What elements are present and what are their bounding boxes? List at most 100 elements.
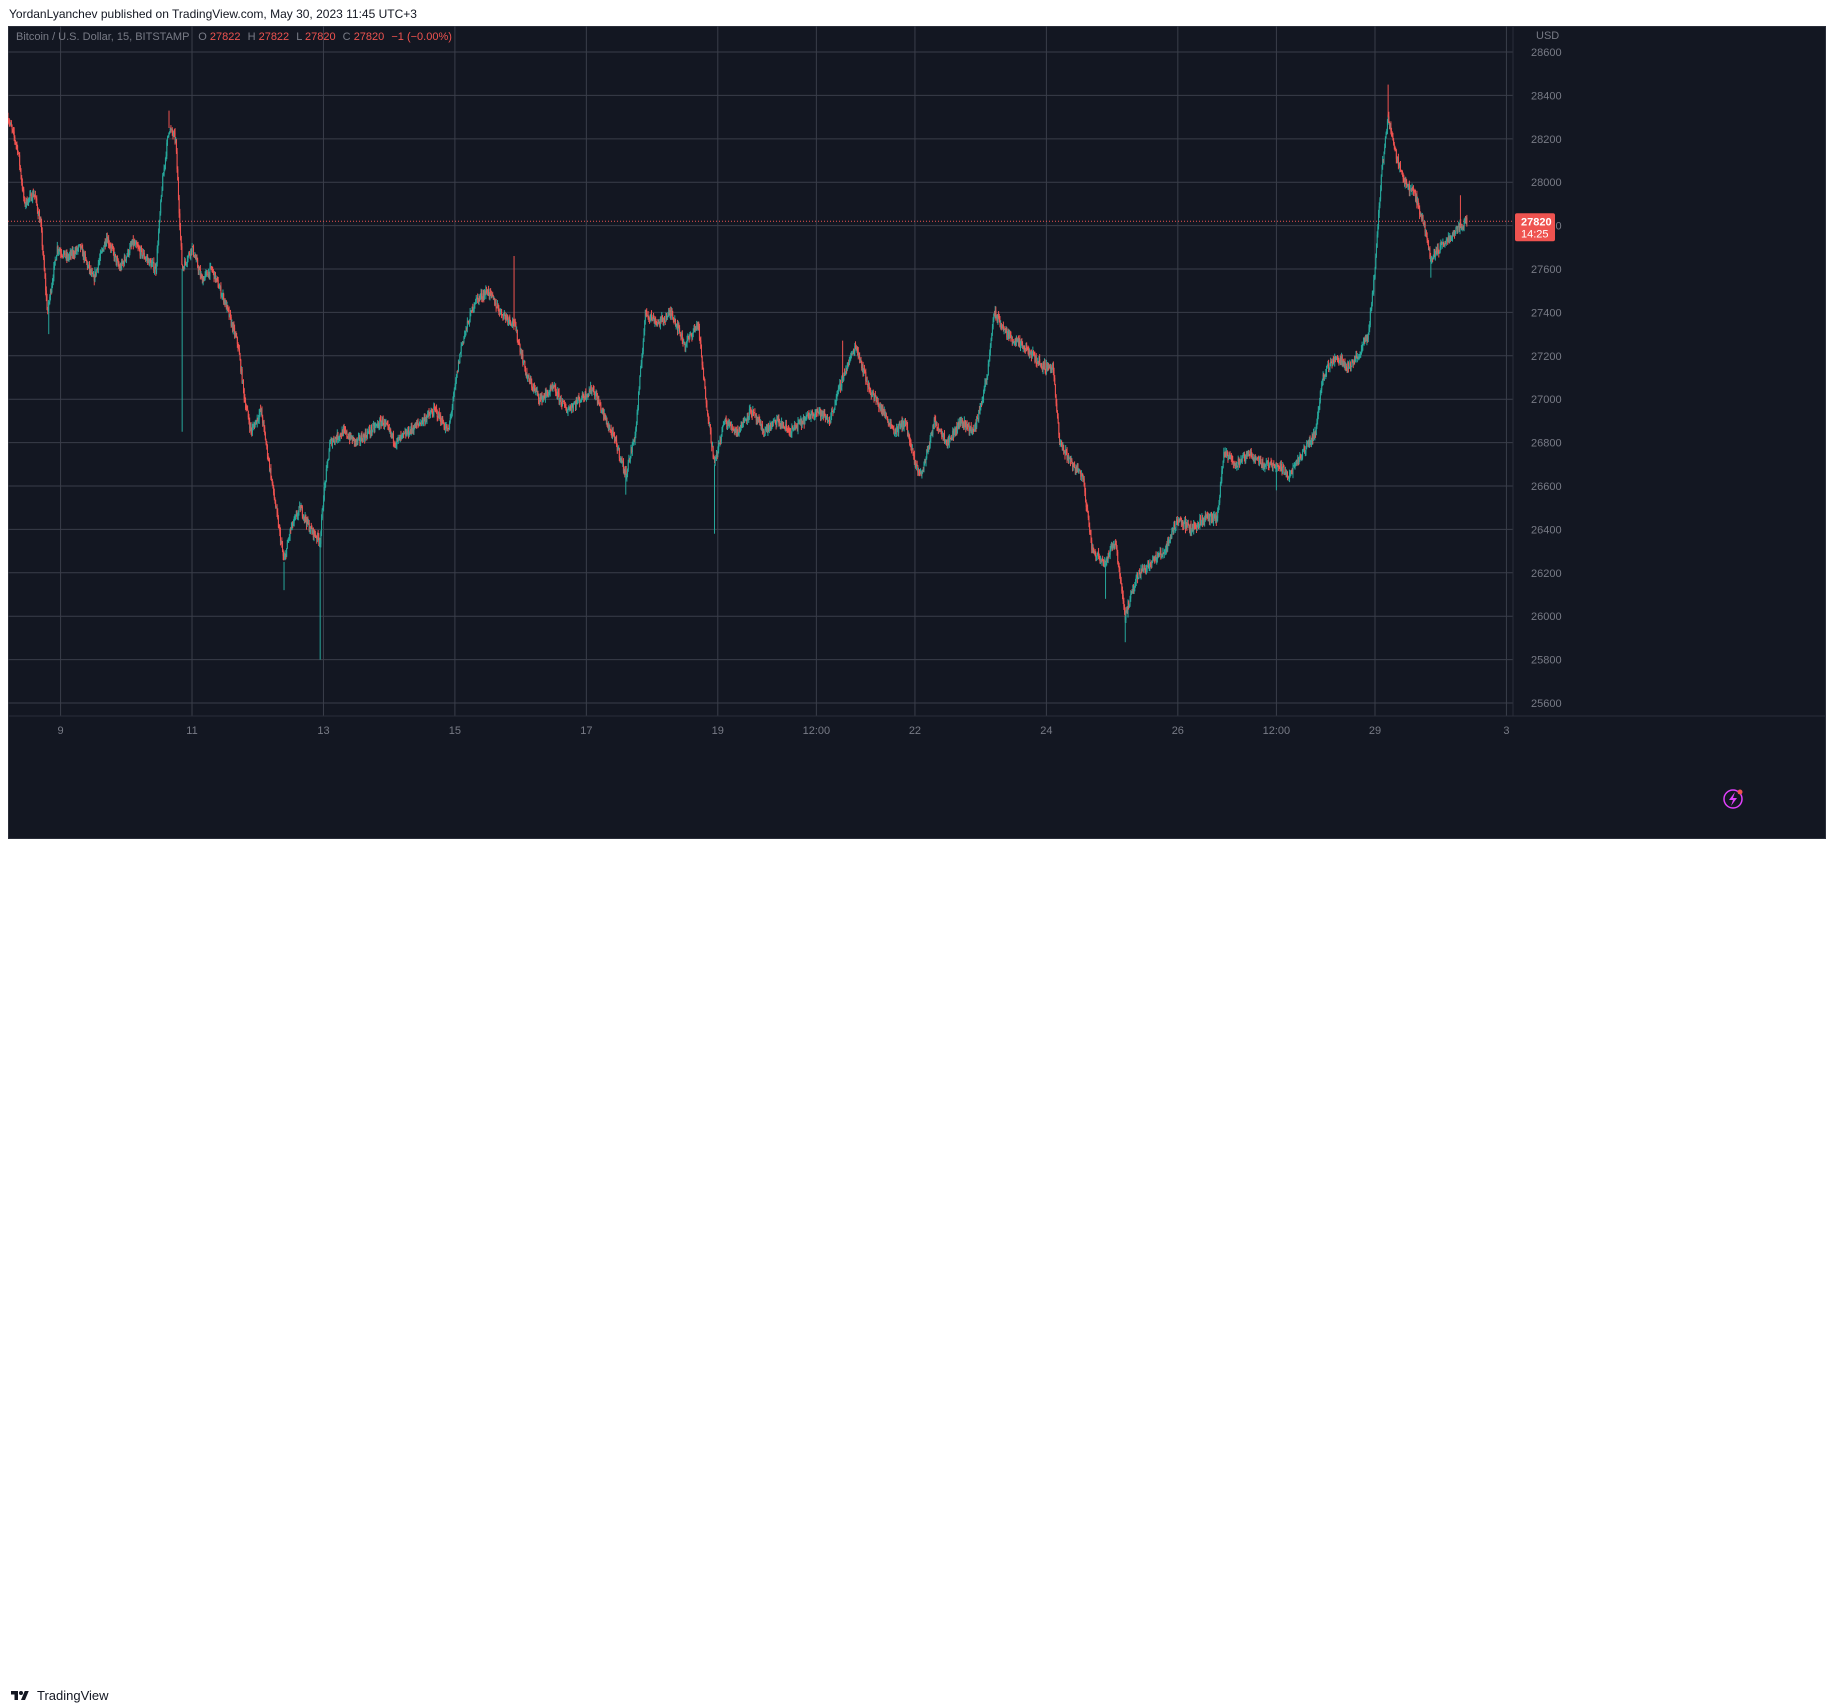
candle-body: [931, 432, 933, 434]
candle-body: [813, 413, 815, 416]
candle-body: [429, 412, 431, 416]
candle-body: [1406, 182, 1408, 185]
candle-body: [278, 527, 280, 529]
candle-body: [548, 393, 550, 397]
candle-body: [82, 252, 84, 257]
candle-body: [331, 441, 333, 446]
candle-body: [1125, 612, 1127, 620]
candle-body: [1276, 463, 1278, 468]
candle-body: [74, 250, 76, 256]
candle-body: [1466, 217, 1468, 223]
candle-body: [798, 420, 800, 422]
candle-body: [1059, 441, 1061, 444]
candle-body: [677, 324, 679, 331]
candle-body: [292, 522, 294, 526]
candle-body: [119, 266, 121, 270]
chart-area[interactable]: [8, 26, 1826, 839]
candle-body: [1043, 362, 1045, 366]
candle-body: [1163, 552, 1165, 554]
candle-body: [256, 417, 258, 424]
candle-body: [627, 469, 629, 474]
candle-body: [1005, 328, 1007, 331]
candle-body: [434, 407, 436, 409]
candle-body: [614, 436, 616, 440]
candle-body: [902, 420, 904, 427]
candle-body: [1032, 351, 1034, 353]
candle-body: [911, 447, 913, 450]
candle-body: [741, 421, 743, 428]
candle-body: [1294, 464, 1296, 466]
candle-body: [481, 293, 483, 299]
candle-body: [23, 198, 25, 201]
candle-body: [1314, 431, 1316, 438]
candle-body: [777, 418, 779, 421]
candle-body: [126, 255, 128, 257]
candle-body: [453, 388, 455, 393]
candle-body: [881, 407, 883, 412]
candlestick-chart[interactable]: USD 256002580026000262002640026600268002…: [8, 26, 1826, 839]
candle-body: [388, 428, 390, 431]
candle-body: [172, 132, 174, 136]
candle-body: [1392, 135, 1394, 140]
candle-body: [451, 411, 453, 415]
candle-body: [290, 529, 292, 531]
candle-body: [887, 419, 889, 422]
candle-body: [377, 423, 379, 425]
candle-body: [12, 130, 14, 132]
candle-body: [673, 319, 675, 321]
candle-body: [309, 530, 311, 532]
candle-body: [44, 269, 46, 278]
candle-body: [552, 386, 554, 388]
candle-body: [937, 427, 939, 429]
candle-body: [410, 429, 412, 432]
candle-body: [1349, 363, 1351, 367]
candle-body: [815, 409, 817, 414]
candle-body: [1206, 515, 1208, 518]
candle-body: [623, 469, 625, 472]
candle-body: [201, 275, 203, 278]
candle-body: [1028, 349, 1030, 356]
candle-body: [1252, 456, 1254, 461]
candle-body: [1333, 361, 1335, 363]
candle-body: [323, 486, 325, 500]
candle-body: [671, 311, 673, 315]
candle-body: [580, 400, 582, 402]
candle-body: [844, 372, 846, 376]
time-axis[interactable]: 9 11 13 15 17 19 12:00 22 24 26 12:00 29 3: [58, 725, 1510, 737]
price-axis[interactable]: USD 256002580026000262002640026600268002…: [1531, 30, 1562, 710]
candle-body: [1072, 463, 1074, 467]
candle-body: [1209, 514, 1211, 523]
candle-body: [736, 429, 738, 433]
candle-body: [1045, 370, 1047, 372]
candle-body: [1423, 223, 1425, 225]
candle-body: [863, 369, 865, 371]
tradingview-logo[interactable]: TradingView: [9, 1688, 109, 1703]
candle-body: [486, 292, 488, 295]
candle-body: [431, 411, 433, 413]
candle-body: [1143, 566, 1145, 570]
candle-body: [346, 431, 348, 437]
candle-body: [560, 397, 562, 404]
candle-body: [742, 420, 744, 428]
candle-body: [506, 316, 508, 318]
candle-body: [291, 522, 293, 527]
candle-body: [108, 244, 110, 246]
candle-body: [95, 271, 97, 276]
candle-body: [28, 197, 30, 199]
candle-body: [443, 423, 445, 428]
candle-body: [805, 418, 807, 420]
candle-body: [242, 380, 244, 389]
legend-close-label: C: [343, 31, 351, 43]
candle-body: [1070, 459, 1072, 462]
candle-body: [1231, 458, 1233, 461]
candle-body: [10, 123, 12, 125]
candle-body: [43, 258, 45, 270]
candle-body: [1260, 458, 1262, 464]
lightning-icon[interactable]: [1723, 789, 1743, 809]
candle-body: [445, 426, 447, 428]
candle-body: [611, 431, 613, 437]
candle-body: [641, 357, 643, 364]
candle-body: [935, 423, 937, 425]
candle-body: [1354, 358, 1356, 362]
candle-body: [415, 423, 417, 429]
